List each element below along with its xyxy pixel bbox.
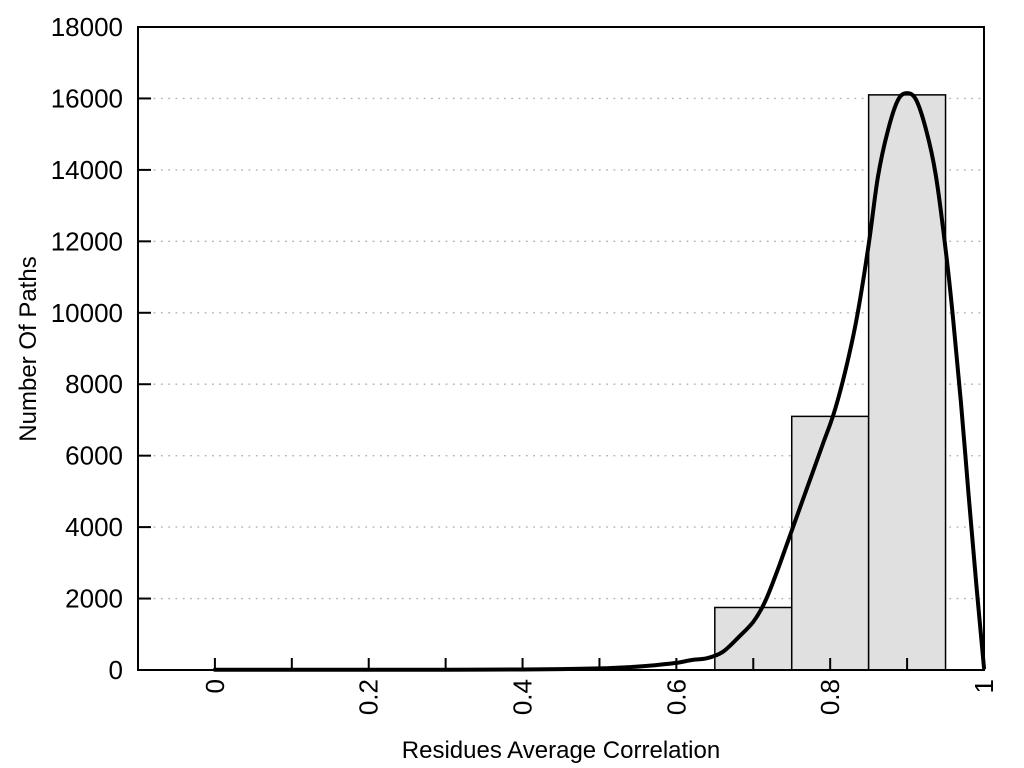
x-tick-label: 1 — [969, 679, 999, 693]
fit-curve-line — [212, 91, 986, 672]
y-tick-labels: 0 2000 4000 6000 8000 10000 12000 14000 16000 180… — [51, 12, 123, 685]
y-axis-title: Number Of Paths — [15, 256, 42, 441]
y-tick-label: 10000 — [51, 298, 123, 328]
y-tick-label: 6000 — [65, 441, 123, 471]
axis-ticks — [138, 26, 985, 671]
y-tick-label: 12000 — [51, 226, 123, 256]
histogram-bar — [867, 94, 947, 671]
y-tick-label: 0 — [109, 655, 123, 685]
x-axis-title: Residues Average Correlation — [402, 737, 720, 764]
y-tick-label: 16000 — [51, 83, 123, 113]
x-tick-label: 0.4 — [508, 679, 538, 715]
y-tick-label: 14000 — [51, 155, 123, 185]
y-tick-label: 2000 — [65, 584, 123, 614]
x-tick-labels: 0 0.2 0.4 0.6 0.8 1 — [200, 679, 999, 715]
y-tick-label: 8000 — [65, 369, 123, 399]
x-tick-label: 0.8 — [815, 679, 845, 715]
histogram-bars — [714, 94, 947, 671]
x-tick-label: 0 — [200, 679, 230, 693]
x-tick-label: 0.2 — [354, 679, 384, 715]
histogram-bar — [790, 415, 870, 671]
y-tick-label: 4000 — [65, 512, 123, 542]
y-tick-label: 18000 — [51, 12, 123, 42]
x-tick-label: 0.6 — [661, 679, 691, 715]
